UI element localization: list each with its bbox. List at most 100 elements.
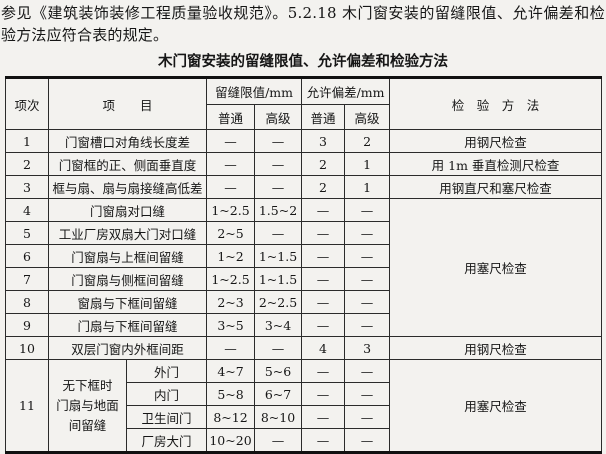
item-cell: 门窗扇与侧框间留缝 bbox=[47, 267, 208, 291]
sub-item-cell: 外门 bbox=[125, 359, 208, 383]
gap-ordinary-cell: — bbox=[206, 152, 256, 176]
dev-ordinary-cell: — bbox=[301, 198, 346, 222]
gap-ordinary-cell: 1~2.5 bbox=[206, 198, 256, 222]
dev-ordinary-cell: — bbox=[301, 267, 346, 291]
item-cell: 工业厂房双扇大门对口缝 bbox=[47, 221, 208, 245]
header-dev-ordinary: 普通 bbox=[301, 104, 346, 130]
item-no-cell: 11 bbox=[5, 359, 49, 453]
gap-advanced-cell: 8~10 bbox=[254, 405, 303, 429]
dev-advanced-cell: — bbox=[344, 244, 391, 268]
table-row: 11 无下框时 门扇与地面 间留缝 外门 4~7 5~6 — — 用塞尺检查 bbox=[5, 359, 603, 453]
header-dev-advanced: 高级 bbox=[344, 104, 391, 130]
dev-ordinary-cell: — bbox=[301, 359, 346, 383]
header-row-2: 普通 高级 普通 高级 bbox=[6, 104, 602, 130]
sub-item-cell: 厂房大门 bbox=[125, 428, 208, 453]
dev-advanced-cell: 1 bbox=[344, 152, 391, 176]
header-row-1: 项次 项 目 留缝限值/mm 允许偏差/mm 检 验 方 法 bbox=[5, 77, 603, 130]
dev-advanced-cell: — bbox=[344, 290, 391, 314]
item-no-cell: 2 bbox=[5, 152, 49, 176]
dev-advanced-cell: — bbox=[344, 198, 391, 222]
dev-advanced-cell: — bbox=[344, 405, 391, 429]
item-cell: 门窗扇对口缝 bbox=[47, 198, 208, 222]
gap-advanced-cell: — bbox=[254, 152, 303, 176]
dev-ordinary-cell: — bbox=[301, 428, 346, 453]
method-cell: 用钢尺检查 bbox=[389, 129, 603, 153]
gap-advanced-cell: — bbox=[254, 428, 303, 453]
gap-advanced-cell: — bbox=[254, 175, 303, 199]
gap-advanced-cell: 6~7 bbox=[254, 382, 303, 406]
method-cell: 用钢尺检查 bbox=[389, 336, 603, 360]
item-cell: 门窗框的正、侧面垂直度 bbox=[47, 152, 208, 176]
table-row: 10 双层门窗内外框间距 — — 4 3 用钢尺检查 bbox=[5, 336, 603, 360]
dev-advanced-cell: — bbox=[344, 428, 391, 453]
table-row: 5 工业厂房双扇大门对口缝 2~5 — — — bbox=[5, 221, 602, 245]
item-cell: 窗扇与下框间留缝 bbox=[47, 290, 208, 314]
dev-ordinary-cell: — bbox=[301, 244, 346, 268]
dev-ordinary-cell: — bbox=[301, 405, 346, 429]
dev-ordinary-cell: — bbox=[301, 313, 346, 337]
item-group-cell: 无下框时 门扇与地面 间留缝 bbox=[48, 359, 127, 453]
dev-advanced-cell: — bbox=[344, 313, 391, 337]
dev-advanced-cell: — bbox=[344, 221, 391, 245]
table-row: 9 门扇与下框间留缝 3~5 3~4 — — bbox=[5, 313, 602, 337]
method-cell-merged: 用塞尺检查 bbox=[389, 198, 603, 337]
item-cell: 门窗槽口对角线长度差 bbox=[47, 129, 208, 153]
item-no-cell: 8 bbox=[5, 290, 49, 314]
gap-ordinary-cell: 3~5 bbox=[206, 313, 256, 337]
table-row: 卫生间门 8~12 8~10 — — bbox=[6, 405, 602, 429]
gap-ordinary-cell: 5~8 bbox=[206, 382, 256, 406]
header-item-no: 项次 bbox=[5, 77, 49, 130]
gap-ordinary-cell: — bbox=[206, 175, 256, 199]
gap-advanced-cell: 1.5~2 bbox=[254, 198, 303, 222]
spec-table: 项次 项 目 留缝限值/mm 允许偏差/mm 检 验 方 法 普通 高级 普通 … bbox=[5, 76, 603, 454]
item-no-cell: 4 bbox=[5, 198, 49, 222]
method-cell-merged: 用塞尺检查 bbox=[389, 359, 603, 453]
gap-advanced-cell: 5~6 bbox=[254, 359, 303, 383]
gap-ordinary-cell: 4~7 bbox=[206, 359, 256, 383]
item-cell: 框与扇、扇与扇接缝高低差 bbox=[47, 175, 208, 199]
table-row: 内门 5~8 6~7 — — bbox=[6, 382, 602, 406]
gap-advanced-cell: 1~1.5 bbox=[254, 244, 303, 268]
item-group-line: 间留缝 bbox=[68, 417, 107, 433]
item-no-cell: 3 bbox=[5, 175, 49, 199]
sub-item-cell: 卫生间门 bbox=[125, 405, 208, 429]
gap-advanced-cell: 2~2.5 bbox=[254, 290, 303, 314]
gap-ordinary-cell: 2~3 bbox=[206, 290, 256, 314]
dev-advanced-cell: — bbox=[344, 267, 391, 291]
gap-advanced-cell: — bbox=[254, 336, 303, 360]
gap-ordinary-cell: 1~2 bbox=[206, 244, 256, 268]
item-no-cell: 5 bbox=[5, 221, 49, 245]
table-row: 8 窗扇与下框间留缝 2~3 2~2.5 — — bbox=[5, 290, 602, 314]
dev-advanced-cell: — bbox=[344, 382, 391, 406]
gap-ordinary-cell: 8~12 bbox=[206, 405, 256, 429]
method-cell: 用钢直尺和塞尺检查 bbox=[389, 175, 603, 199]
item-no-cell: 10 bbox=[5, 336, 49, 360]
dev-ordinary-cell: 4 bbox=[301, 336, 346, 360]
item-no-cell: 1 bbox=[5, 129, 49, 153]
dev-ordinary-cell: — bbox=[301, 382, 346, 406]
intro-paragraph: 参见《建筑装饰装修工程质量验收规范》。5.2.18 木门窗安装的留缝限值、允许偏… bbox=[1, 4, 605, 44]
dev-ordinary-cell: 3 bbox=[301, 129, 346, 153]
gap-ordinary-cell: 1~2.5 bbox=[206, 267, 256, 291]
table-row: 4 门窗扇对口缝 1~2.5 1.5~2 — — 用塞尺检查 bbox=[5, 198, 603, 337]
method-cell: 用 1m 垂直检测尺检查 bbox=[389, 152, 603, 176]
item-cell: 门窗扇与上框间留缝 bbox=[47, 244, 208, 268]
gap-ordinary-cell: 2~5 bbox=[206, 221, 256, 245]
gap-advanced-cell: — bbox=[254, 221, 303, 245]
item-cell: 门扇与下框间留缝 bbox=[47, 313, 208, 337]
dev-ordinary-cell: 2 bbox=[301, 175, 346, 199]
item-cell: 双层门窗内外框间距 bbox=[47, 336, 208, 360]
table-row: 1 门窗槽口对角线长度差 — — 3 2 用钢尺检查 bbox=[5, 129, 603, 153]
gap-ordinary-cell: — bbox=[206, 129, 256, 153]
item-no-cell: 7 bbox=[5, 267, 49, 291]
item-group-line: 无下框时 bbox=[62, 377, 113, 393]
table-row: 7 门窗扇与侧框间留缝 1~2.5 1~1.5 — — bbox=[5, 267, 602, 291]
item-no-cell: 9 bbox=[5, 313, 49, 337]
dev-advanced-cell: 2 bbox=[344, 129, 391, 153]
dev-advanced-cell: 1 bbox=[344, 175, 391, 199]
gap-advanced-cell: — bbox=[254, 129, 303, 153]
sub-item-cell: 内门 bbox=[125, 382, 208, 406]
dev-advanced-cell: — bbox=[344, 359, 391, 383]
table-title: 木门窗安装的留缝限值、允许偏差和检验方法 bbox=[158, 54, 448, 70]
item-group-line: 门扇与地面 bbox=[56, 397, 119, 413]
